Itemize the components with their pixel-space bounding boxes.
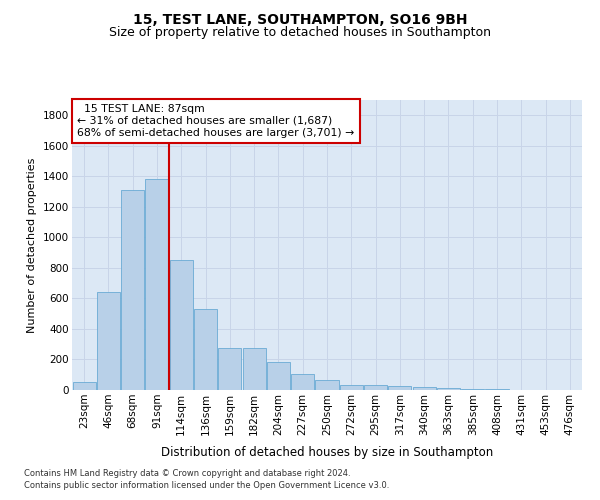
Bar bbox=[485, 389, 509, 390]
Bar bbox=[461, 389, 484, 390]
Bar bbox=[242, 348, 266, 390]
Bar bbox=[73, 382, 95, 390]
Text: Size of property relative to detached houses in Southampton: Size of property relative to detached ho… bbox=[109, 26, 491, 39]
Text: Contains HM Land Registry data © Crown copyright and database right 2024.: Contains HM Land Registry data © Crown c… bbox=[24, 468, 350, 477]
Bar bbox=[340, 384, 363, 390]
Bar bbox=[413, 387, 436, 390]
Bar bbox=[364, 384, 387, 390]
Text: Contains public sector information licensed under the Open Government Licence v3: Contains public sector information licen… bbox=[24, 481, 389, 490]
Y-axis label: Number of detached properties: Number of detached properties bbox=[28, 158, 37, 332]
Bar bbox=[194, 309, 217, 390]
Bar bbox=[170, 260, 193, 390]
Bar bbox=[218, 348, 241, 390]
Text: 15 TEST LANE: 87sqm
← 31% of detached houses are smaller (1,687)
68% of semi-det: 15 TEST LANE: 87sqm ← 31% of detached ho… bbox=[77, 104, 355, 138]
Bar bbox=[291, 374, 314, 390]
X-axis label: Distribution of detached houses by size in Southampton: Distribution of detached houses by size … bbox=[161, 446, 493, 459]
Text: 15, TEST LANE, SOUTHAMPTON, SO16 9BH: 15, TEST LANE, SOUTHAMPTON, SO16 9BH bbox=[133, 12, 467, 26]
Bar bbox=[437, 388, 460, 390]
Bar bbox=[316, 380, 338, 390]
Bar bbox=[267, 362, 290, 390]
Bar bbox=[145, 180, 169, 390]
Bar bbox=[121, 190, 144, 390]
Bar bbox=[97, 292, 120, 390]
Bar bbox=[388, 386, 412, 390]
